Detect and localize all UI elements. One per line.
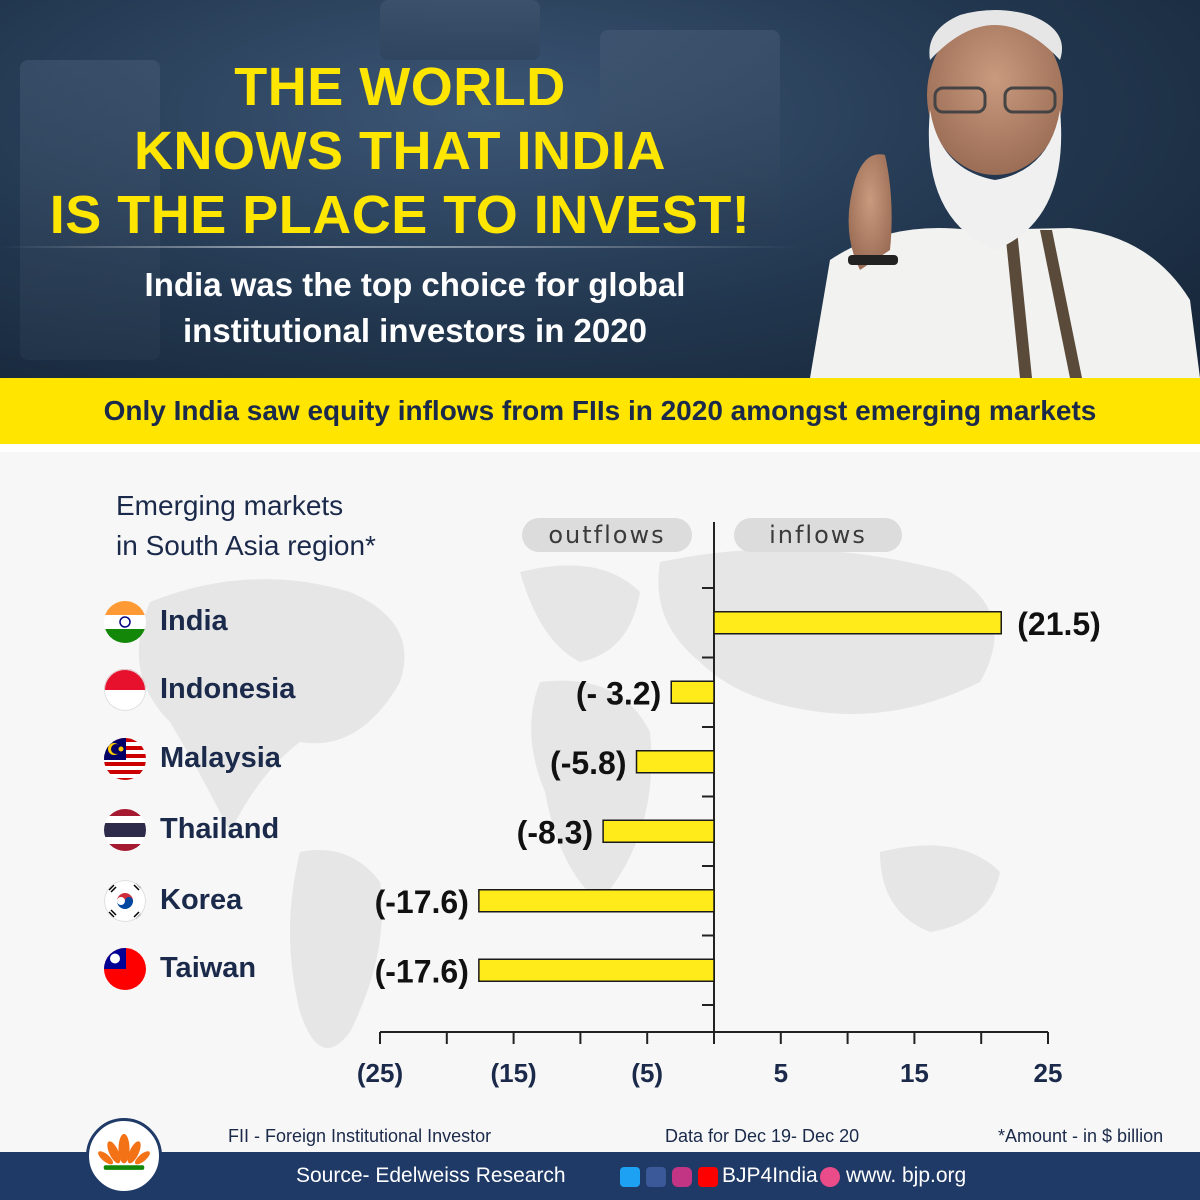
headline-line: THE WORLD — [234, 57, 566, 117]
bar-korea — [478, 889, 715, 913]
thailand-flag-icon — [104, 809, 146, 851]
value-label-india: (21.5) — [1017, 606, 1101, 642]
bar-malaysia — [635, 750, 715, 774]
subheadline-line: institutional investors in 2020 — [183, 312, 647, 349]
instagram-icon[interactable] — [672, 1167, 692, 1187]
fii-definition-note: FII - Foreign Institutional Investor — [228, 1126, 492, 1146]
website-link[interactable]: www. bjp.org — [846, 1164, 967, 1187]
data-period-note: Data for Dec 19- Dec 20 — [665, 1126, 860, 1146]
chart-title: Emerging markets in South Asia region* — [116, 486, 476, 566]
bar-india — [713, 611, 1002, 635]
x-tick-label: (15) — [490, 1058, 536, 1088]
headline: THE WORLD KNOWS THAT INDIA IS THE PLACE … — [40, 55, 760, 247]
unit-note: *Amount - in $ billion — [998, 1126, 1164, 1146]
youtube-icon[interactable] — [698, 1167, 718, 1187]
headline-line: KNOWS THAT INDIA — [134, 121, 666, 181]
outflows-label: outflows — [522, 518, 692, 552]
value-label-thailand: (-8.3) — [517, 814, 593, 850]
country-label-thailand: Thailand — [160, 813, 280, 845]
chart-title-line: in South Asia region* — [116, 530, 376, 561]
subheadline: India was the top choice for global inst… — [70, 262, 760, 354]
subheadline-line: India was the top choice for global — [144, 266, 686, 303]
x-tick-label: (5) — [631, 1058, 663, 1088]
headline-line: IS THE PLACE TO INVEST! — [49, 185, 751, 245]
value-label-malaysia: (-5.8) — [550, 745, 626, 781]
chart-background — [0, 452, 1200, 1152]
malaysia-flag-icon — [104, 738, 146, 780]
party-lotus-logo — [86, 1118, 162, 1194]
social-handle[interactable]: BJP4India — [722, 1164, 818, 1187]
source-credit: Source- Edelweiss Research — [296, 1164, 566, 1187]
x-tick-label: 5 — [774, 1058, 788, 1088]
inflows-label: inflows — [734, 518, 902, 552]
dribbble-icon[interactable] — [820, 1167, 840, 1187]
bar-indonesia — [670, 680, 715, 704]
value-label-korea: (-17.6) — [375, 884, 469, 920]
x-tick-label: (25) — [357, 1058, 403, 1088]
chart-title-line: Emerging markets — [116, 490, 344, 521]
speaker-portrait-image — [810, 10, 1200, 378]
facebook-icon[interactable] — [646, 1167, 666, 1187]
coin-stack-decoration — [20, 60, 160, 360]
x-tick-label: 25 — [1034, 1058, 1063, 1088]
country-label-indonesia: Indonesia — [160, 673, 296, 705]
key-finding-banner: Only India saw equity inflows from FIIs … — [0, 378, 1200, 444]
country-label-korea: Korea — [160, 884, 243, 916]
twitter-icon[interactable] — [620, 1167, 640, 1187]
x-tick-label: 15 — [900, 1058, 929, 1088]
taiwan-flag-icon — [104, 948, 146, 990]
country-label-taiwan: Taiwan — [160, 952, 257, 984]
indonesia-flag-icon — [104, 669, 146, 711]
coin-stack-decoration — [600, 30, 780, 230]
bar-taiwan — [478, 958, 715, 982]
footer-bar: Source- Edelweiss Research BJP4India www… — [0, 1152, 1200, 1200]
bar-thailand — [602, 819, 715, 843]
value-label-taiwan: (-17.6) — [375, 953, 469, 989]
value-label-indonesia: (- 3.2) — [576, 675, 661, 711]
country-label-india: India — [160, 605, 228, 637]
footnotes: FII - Foreign Institutional Investor Dat… — [0, 1122, 1200, 1152]
hero-divider — [0, 246, 800, 248]
coin-stack-decoration — [380, 0, 540, 60]
india-flag-icon — [104, 601, 146, 643]
korea-flag-icon — [104, 880, 146, 922]
country-label-malaysia: Malaysia — [160, 742, 281, 774]
